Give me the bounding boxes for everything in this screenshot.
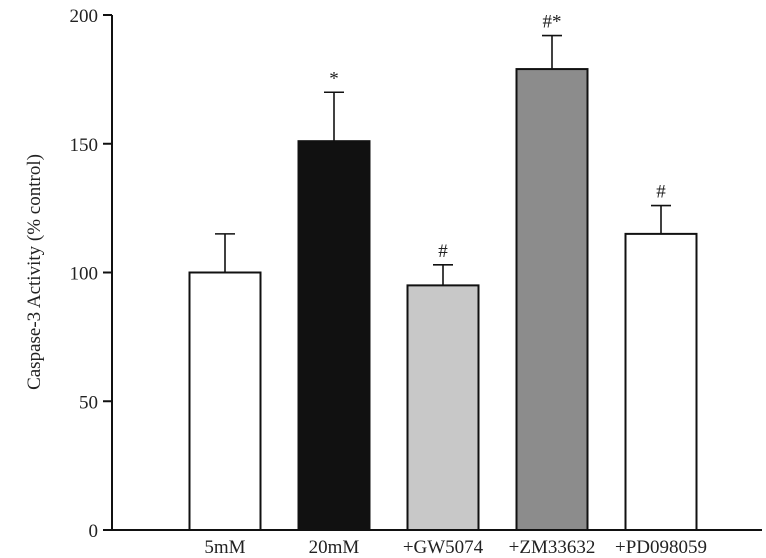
annotation-1: * — [329, 68, 339, 89]
axes: 5mM 20mM +GW5074 +ZM33632 +PD098059 0 50 100 150… — [70, 6, 762, 558]
bars — [188, 68, 698, 532]
bar-4 — [624, 232, 698, 531]
bar-0 — [188, 271, 262, 531]
x-tick-label-1: 20mM — [309, 537, 360, 558]
x-tick-label-0: 5mM — [204, 537, 245, 558]
annotation-2: # — [438, 241, 448, 262]
bar-1 — [297, 140, 371, 532]
bar-3 — [515, 68, 589, 531]
y-tick-label-4: 200 — [70, 6, 99, 27]
y-tick-label-3: 150 — [70, 135, 99, 156]
annotation-4: # — [656, 182, 666, 203]
error-bars — [215, 34, 671, 286]
y-axis-title: Caspase-3 Activity (% control) — [24, 154, 45, 390]
significance-annotations: * # #* # — [329, 12, 666, 262]
bar-2 — [406, 284, 480, 531]
annotation-3: #* — [543, 12, 562, 33]
y-tick-label-2: 100 — [70, 264, 99, 285]
x-tick-label-3: +ZM33632 — [509, 537, 596, 558]
y-tick-label-1: 50 — [79, 392, 98, 413]
x-tick-label-2: +GW5074 — [403, 537, 484, 558]
x-tick-label-4: +PD098059 — [615, 537, 707, 558]
y-tick-label-0: 0 — [89, 521, 99, 542]
